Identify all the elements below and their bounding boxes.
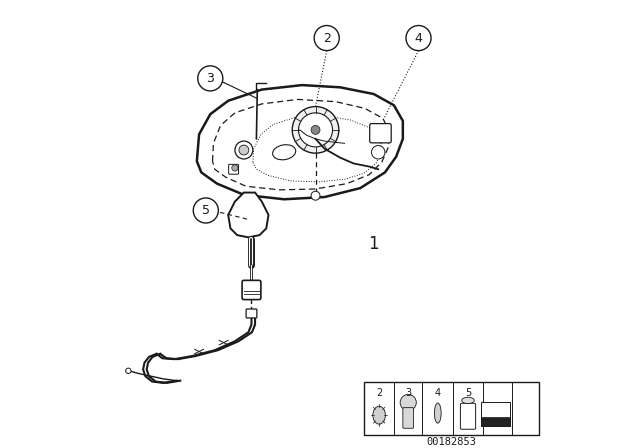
Circle shape (298, 113, 333, 147)
Polygon shape (481, 417, 509, 426)
Circle shape (311, 191, 320, 200)
Circle shape (371, 146, 385, 159)
Circle shape (400, 395, 416, 410)
Circle shape (125, 368, 131, 374)
Polygon shape (228, 193, 269, 237)
Circle shape (239, 145, 249, 155)
Bar (364, 383, 538, 435)
Circle shape (198, 66, 223, 91)
Text: 4: 4 (435, 388, 441, 398)
Text: 1: 1 (369, 235, 379, 253)
Text: 3: 3 (405, 388, 412, 398)
Ellipse shape (461, 397, 474, 404)
FancyBboxPatch shape (242, 280, 261, 300)
Text: 00182853: 00182853 (426, 436, 476, 447)
FancyBboxPatch shape (370, 124, 391, 143)
FancyBboxPatch shape (246, 309, 257, 318)
Ellipse shape (273, 145, 296, 160)
FancyBboxPatch shape (228, 164, 239, 174)
Text: 2: 2 (376, 388, 382, 398)
Text: 3: 3 (206, 72, 214, 85)
Text: 4: 4 (415, 31, 422, 44)
FancyBboxPatch shape (460, 403, 476, 429)
Circle shape (314, 26, 339, 51)
Circle shape (406, 26, 431, 51)
Circle shape (232, 165, 238, 171)
FancyBboxPatch shape (403, 408, 413, 428)
Circle shape (292, 107, 339, 153)
Circle shape (193, 198, 218, 223)
Text: 2: 2 (323, 31, 331, 44)
Ellipse shape (373, 406, 385, 424)
Text: 5: 5 (465, 388, 471, 398)
Circle shape (235, 141, 253, 159)
Ellipse shape (435, 403, 441, 423)
Polygon shape (197, 85, 403, 199)
Polygon shape (481, 402, 509, 426)
Text: 5: 5 (202, 204, 210, 217)
Circle shape (311, 125, 320, 134)
